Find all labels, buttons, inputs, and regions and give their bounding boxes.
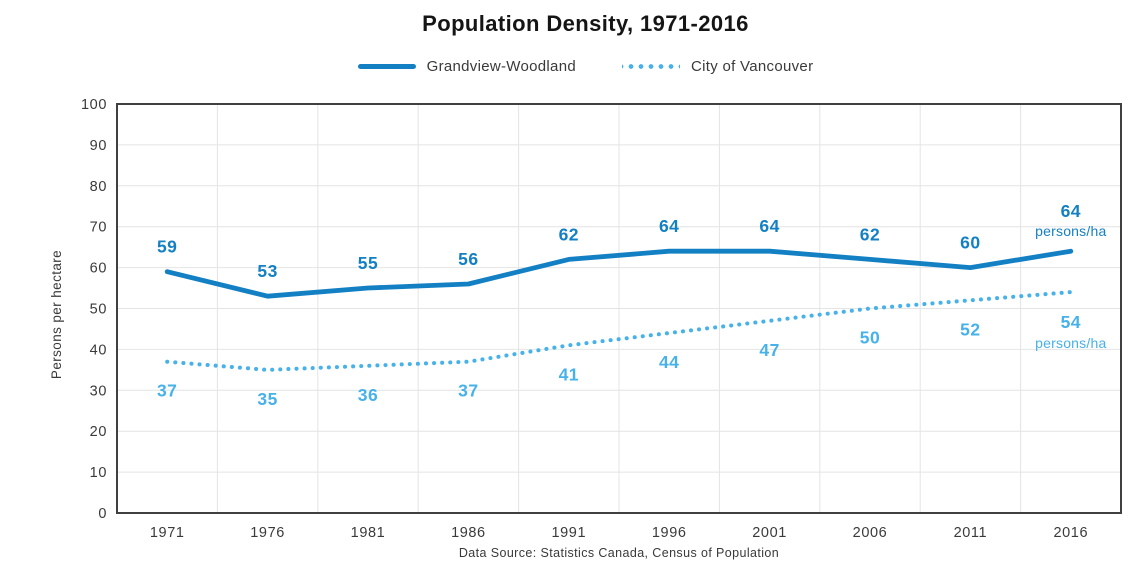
data-label-city-of-vancouver: 36 xyxy=(358,385,378,405)
x-tick-label: 2006 xyxy=(853,525,888,541)
data-label-city-of-vancouver: 41 xyxy=(559,364,579,384)
y-tick-label: 70 xyxy=(90,220,107,236)
legend-label: City of Vancouver xyxy=(690,58,814,75)
data-label-city-of-vancouver: 37 xyxy=(157,381,177,401)
data-label-city-of-vancouver: 52 xyxy=(960,319,980,339)
legend-label: Grandview-Woodland xyxy=(426,58,576,75)
legend-item-grandview-woodland: Grandview-Woodland xyxy=(357,58,576,75)
legend-swatch-dotted xyxy=(621,64,680,69)
data-label-grandview-woodland: 64 xyxy=(659,216,679,236)
series-line-city-of-vancouver xyxy=(165,290,1073,372)
y-tick-label: 0 xyxy=(98,506,107,522)
data-label-city-of-vancouver: 47 xyxy=(759,340,779,360)
y-tick-label: 90 xyxy=(90,138,107,154)
y-tick-label: 50 xyxy=(90,302,107,318)
y-tick-label: 20 xyxy=(90,424,107,440)
chart-legend: Grandview-Woodland City of Vancouver xyxy=(28,58,1143,75)
data-label-grandview-woodland: 56 xyxy=(458,249,478,269)
x-tick-label: 2016 xyxy=(1053,525,1088,541)
data-label-grandview-woodland: 64 xyxy=(759,216,779,236)
legend-swatch-solid xyxy=(357,64,416,69)
data-label-city-of-vancouver: 37 xyxy=(458,381,478,401)
data-label-unit-grandview-woodland: persons/ha xyxy=(1035,223,1106,239)
data-label-city-of-vancouver: 54 xyxy=(1061,312,1081,332)
y-tick-label: 10 xyxy=(90,465,107,481)
data-label-city-of-vancouver: 35 xyxy=(257,389,277,409)
x-tick-label: 1976 xyxy=(250,525,285,541)
x-tick-label: 2001 xyxy=(752,525,787,541)
data-label-city-of-vancouver: 50 xyxy=(860,328,880,348)
data-source-note: Data Source: Statistics Canada, Census o… xyxy=(458,546,780,560)
data-label-unit-city-of-vancouver: persons/ha xyxy=(1035,335,1106,351)
data-label-grandview-woodland: 62 xyxy=(559,224,579,244)
y-axis-title: Persons per hectare xyxy=(49,250,64,379)
y-tick-label: 100 xyxy=(81,97,107,113)
data-label-grandview-woodland: 60 xyxy=(960,233,980,253)
data-label-grandview-woodland: 59 xyxy=(157,237,177,257)
data-label-grandview-woodland: 55 xyxy=(358,253,378,273)
x-tick-label: 1991 xyxy=(551,525,586,541)
data-label-city-of-vancouver: 44 xyxy=(659,352,679,372)
data-label-grandview-woodland: 53 xyxy=(257,261,277,281)
data-label-grandview-woodland: 62 xyxy=(860,224,880,244)
plot-border xyxy=(116,103,1122,514)
x-tick-label: 2011 xyxy=(954,525,988,541)
chart-title: Population Density, 1971-2016 xyxy=(422,11,749,36)
y-tick-label: 30 xyxy=(90,383,107,399)
y-tick-label: 80 xyxy=(90,179,107,195)
y-tick-label: 40 xyxy=(90,342,107,358)
legend-item-city-of-vancouver: City of Vancouver xyxy=(621,58,814,75)
data-label-grandview-woodland: 64 xyxy=(1061,201,1081,221)
x-tick-label: 1986 xyxy=(451,525,486,541)
y-tick-label: 60 xyxy=(90,261,107,277)
x-tick-label: 1981 xyxy=(351,525,386,541)
series-line-grandview-woodland xyxy=(164,248,1074,299)
x-tick-label: 1996 xyxy=(652,525,687,541)
x-tick-label: 1971 xyxy=(150,525,185,541)
